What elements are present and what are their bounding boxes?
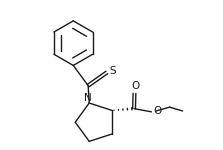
- Text: N: N: [85, 93, 92, 103]
- Text: O: O: [131, 81, 139, 91]
- Text: S: S: [109, 66, 116, 76]
- Text: O: O: [153, 106, 161, 116]
